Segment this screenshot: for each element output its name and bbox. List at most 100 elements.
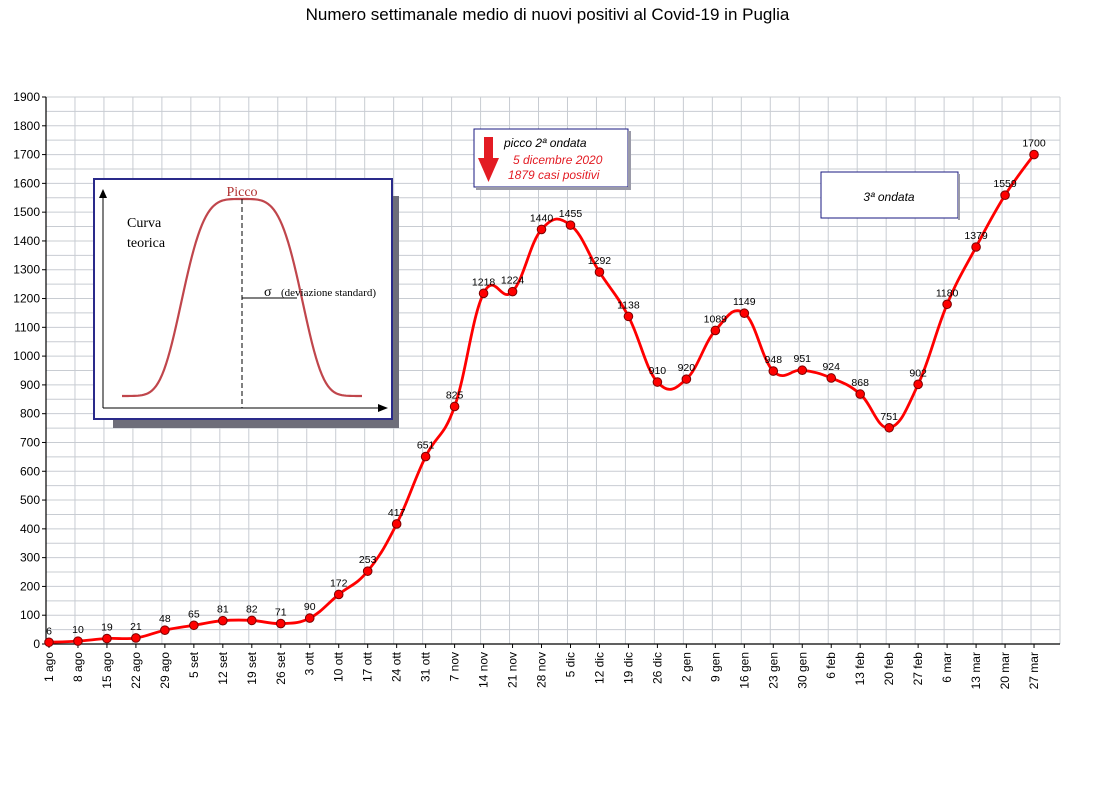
y-tick-label: 300 — [20, 551, 40, 565]
data-point — [507, 286, 518, 297]
peak-annotation: picco 2ª ondata 5 dicembre 2020 1879 cas… — [473, 128, 631, 190]
data-point — [362, 566, 373, 576]
data-label: 924 — [822, 361, 840, 373]
data-point — [131, 633, 141, 643]
x-tick-label: 27 mar — [1027, 652, 1041, 689]
y-tick-label: 1500 — [13, 205, 40, 219]
data-label: 651 — [417, 440, 435, 452]
y-tick-label: 1200 — [13, 292, 40, 306]
wave3-annotation: 3ª ondata — [820, 171, 960, 220]
data-label: 172 — [330, 577, 348, 589]
data-point — [391, 519, 402, 529]
data-label: 48 — [159, 613, 171, 625]
y-tick-label: 1100 — [14, 320, 40, 334]
x-tick-label: 22 ago — [129, 652, 143, 689]
data-point — [478, 288, 489, 299]
data-label: 1440 — [530, 212, 554, 224]
data-point — [160, 625, 170, 635]
data-label: 1180 — [936, 287, 959, 299]
y-tick-label: 500 — [20, 493, 40, 507]
x-tick-label: 9 gen — [708, 652, 722, 682]
data-label: 910 — [649, 365, 667, 377]
x-axis-ticks: 1 ago 8 ago 15 ago 22 ago 29 ago 5 set 12 set 1… — [42, 644, 1041, 689]
x-tick-label: 8 ago — [71, 652, 85, 682]
data-point — [739, 308, 750, 319]
data-point — [652, 377, 663, 387]
x-tick-label: 1 ago — [42, 652, 56, 682]
peak-annotation-title: picco 2ª ondata — [503, 136, 587, 150]
data-label: 82 — [246, 603, 258, 615]
data-labels: 6 10 19 21 48 65 81 82 71 90 172 253 417 651 825 1218 12… — [46, 138, 1046, 638]
x-tick-label: 17 ott — [361, 651, 375, 682]
data-label: 825 — [446, 389, 464, 401]
data-point — [247, 615, 257, 626]
y-tick-label: 200 — [20, 579, 40, 593]
x-tick-label: 13 feb — [853, 652, 867, 686]
data-label: 1218 — [472, 276, 496, 288]
data-label: 81 — [217, 604, 229, 616]
x-tick-label: 19 set — [245, 651, 259, 684]
inset-peak-label: Picco — [226, 185, 257, 200]
y-tick-label: 1000 — [13, 349, 40, 363]
data-point — [594, 267, 605, 277]
data-point — [73, 636, 83, 646]
data-label: 6 — [46, 625, 52, 637]
x-tick-label: 5 dic — [563, 652, 577, 677]
data-point — [304, 613, 315, 623]
wave3-annotation-text: 3ª ondata — [863, 190, 914, 204]
data-label: 1138 — [617, 299, 640, 311]
x-tick-label: 27 feb — [911, 652, 925, 686]
x-tick-label: 29 ago — [158, 652, 172, 689]
x-tick-label: 6 mar — [940, 652, 954, 683]
y-tick-label: 1900 — [13, 90, 40, 104]
data-label: 1700 — [1022, 138, 1046, 150]
y-tick-label: 800 — [20, 407, 40, 421]
x-tick-label: 20 feb — [882, 652, 896, 686]
data-label: 1379 — [964, 230, 988, 242]
data-label: 751 — [880, 411, 898, 423]
data-point — [797, 365, 808, 376]
data-label: 951 — [793, 353, 811, 365]
y-tick-label: 400 — [20, 522, 40, 536]
data-label: 1224 — [501, 275, 525, 287]
data-label: 417 — [388, 507, 406, 519]
y-axis-ticks: 0 100 200 300 400 500 600 700 800 900 1000 1100 1200… — [13, 90, 46, 651]
data-label: 1455 — [559, 208, 583, 220]
data-label: 71 — [275, 607, 287, 619]
chart-title: Numero settimanale medio di nuovi positi… — [305, 5, 790, 24]
x-tick-label: 12 dic — [592, 652, 606, 684]
data-point — [971, 242, 981, 252]
x-tick-label: 15 ago — [100, 652, 114, 689]
data-point — [942, 299, 952, 310]
data-point — [218, 615, 228, 626]
x-tick-label: 6 feb — [824, 652, 838, 679]
data-label: 902 — [909, 367, 927, 379]
y-tick-label: 1300 — [13, 263, 40, 277]
data-point — [565, 220, 576, 230]
data-point — [1029, 149, 1039, 160]
y-tick-label: 900 — [20, 378, 40, 392]
y-tick-label: 600 — [20, 464, 40, 478]
data-point — [189, 620, 199, 631]
x-tick-label: 24 ott — [390, 651, 404, 682]
theory-inset-box — [93, 178, 393, 420]
inset-title-line2: teorica — [127, 236, 166, 251]
x-tick-label: 16 gen — [737, 652, 751, 689]
x-tick-label: 26 set — [274, 651, 288, 684]
data-point — [855, 389, 866, 399]
data-point — [536, 224, 547, 235]
data-label: 1292 — [588, 255, 612, 267]
x-tick-label: 7 nov — [448, 652, 462, 681]
data-label: 1559 — [993, 178, 1017, 190]
y-tick-label: 1600 — [13, 176, 40, 190]
data-label: 1149 — [733, 296, 756, 308]
axes — [45, 97, 1060, 645]
x-tick-label: 14 nov — [477, 652, 491, 688]
data-point — [623, 311, 634, 322]
x-tick-label: 20 mar — [998, 652, 1012, 689]
y-tick-label: 100 — [20, 608, 40, 622]
x-tick-label: 28 nov — [535, 652, 549, 688]
data-label: 10 — [72, 624, 84, 636]
data-point — [102, 633, 112, 644]
